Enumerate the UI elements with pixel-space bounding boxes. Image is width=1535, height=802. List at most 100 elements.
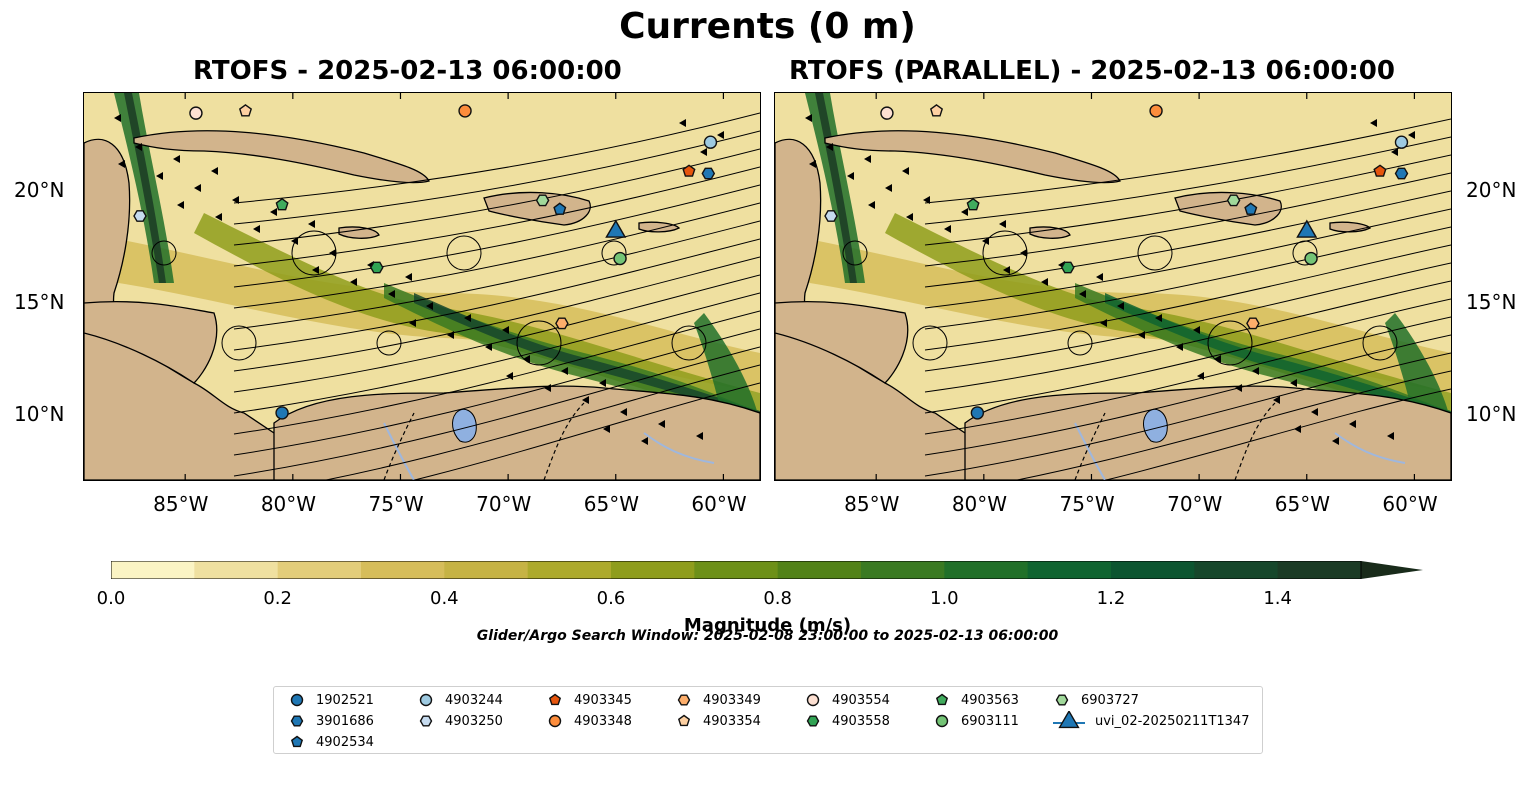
colorbar-segment (1027, 561, 1112, 579)
colorbar-gradient (110, 560, 1423, 580)
platform-marker-4903563 (966, 197, 980, 211)
hexagon-icon (419, 715, 433, 727)
colorbar-segment (111, 561, 195, 579)
lat-tick-label-left: 15°N (14, 290, 65, 315)
colorbar-segment (861, 561, 945, 579)
lat-tick-label-right: 15°N (1466, 290, 1517, 315)
colorbar-tick-label: 0.6 (596, 588, 626, 609)
legend-label: 4902534 (316, 734, 374, 750)
currents-map-rtofs-parallel (775, 93, 1451, 480)
colorbar-segment (777, 561, 862, 579)
legend-item-4903345: 4903345 (544, 690, 632, 710)
circle-icon (419, 693, 433, 707)
platform-marker-3901686 (1394, 167, 1409, 180)
map-panel-rtofs-parallel[interactable] (774, 92, 1452, 481)
platform-marker-4903250 (133, 210, 147, 222)
colorbar-tick-label: 1.2 (1096, 588, 1126, 609)
circle-icon (290, 693, 304, 707)
platform-marker-4903558 (369, 261, 384, 274)
platform-marker-4903349 (1246, 317, 1260, 330)
platform-marker-uvi_02-20250211T1347 (605, 219, 627, 238)
legend-item-4903250: 4903250 (415, 711, 503, 731)
platform-marker-6903727 (1226, 194, 1241, 207)
platform-marker-1902521 (970, 406, 985, 420)
circle-icon (548, 714, 562, 728)
legend-label: 1902521 (316, 692, 374, 708)
platform-marker-uvi_02-20250211T1347 (1296, 219, 1318, 238)
colorbar-tick-label: 0.0 (96, 588, 126, 609)
legend-item-3901686: 3901686 (286, 711, 374, 731)
colorbar-segment (361, 561, 445, 579)
search-window-caption: Glider/Argo Search Window: 2025-02-08 23… (476, 628, 1059, 644)
lon-tick-label: 85°W (844, 492, 900, 516)
platform-marker-4903250 (824, 210, 838, 222)
platform-legend: 1902521 3901686 4902534 4903244 4903250 49033… (273, 686, 1263, 754)
colorbar-segment (277, 561, 362, 579)
colorbar (110, 560, 1423, 580)
platform-marker-6903727 (535, 194, 550, 207)
platform-marker-4903348 (1149, 104, 1163, 118)
legend-label: uvi_02-20250211T1347 (1095, 713, 1250, 729)
legend-item-4903349: 4903349 (673, 690, 761, 710)
lat-tick-label-right: 20°N (1466, 178, 1517, 203)
platform-marker-4903563 (275, 197, 289, 211)
platform-marker-4903348 (458, 104, 472, 118)
legend-label: 4903554 (832, 692, 890, 708)
lon-tick-label: 60°W (1382, 492, 1438, 516)
legend-label: 4903250 (445, 713, 503, 729)
platform-marker-4902534 (553, 202, 567, 215)
platform-marker-4903554 (189, 106, 203, 120)
colorbar-segment (944, 561, 1029, 579)
platform-marker-4903554 (880, 106, 894, 120)
legend-item-4903354: 4903354 (673, 711, 761, 731)
hexagon-icon (290, 715, 304, 727)
lon-tick-label: 75°W (1059, 492, 1115, 516)
map-panel-rtofs[interactable] (83, 92, 761, 481)
colorbar-segment (1277, 561, 1362, 579)
lon-tick-label: 60°W (691, 492, 747, 516)
colorbar-tick-label: 0.4 (430, 588, 459, 609)
legend-item-4903563: 4903563 (931, 690, 1019, 710)
colorbar-tick-label: 0.8 (763, 588, 792, 609)
legend-label: 4903349 (703, 692, 761, 708)
platform-marker-4903354 (238, 104, 253, 117)
lon-tick-label: 65°W (583, 492, 639, 516)
colorbar-extend-arrow (1361, 561, 1423, 579)
legend-label: 6903727 (1081, 692, 1139, 708)
lon-tick-label: 65°W (1274, 492, 1330, 516)
lon-tick-label: 70°W (1167, 492, 1223, 516)
colorbar-tick-label: 0.2 (263, 588, 292, 609)
panel-title-rtofs: RTOFS - 2025-02-13 06:00:00 (193, 56, 622, 86)
pentagon-icon (290, 735, 304, 748)
legend-label: 4903563 (961, 692, 1019, 708)
colorbar-segment (527, 561, 612, 579)
platform-marker-1902521 (275, 406, 289, 420)
legend-label: 4903354 (703, 713, 761, 729)
lon-tick-label: 80°W (260, 492, 317, 516)
platform-marker-4903354 (929, 104, 944, 117)
pentagon-icon (548, 693, 562, 706)
hexagon-icon (806, 715, 820, 727)
legend-label: 4903244 (445, 692, 503, 708)
pentagon-icon (935, 693, 949, 706)
legend-item-6903727: 6903727 (1051, 690, 1139, 710)
legend-item-1902521: 1902521 (286, 690, 374, 710)
colorbar-tick-label: 1.0 (930, 588, 959, 609)
lon-tick-label: 70°W (476, 492, 532, 516)
platform-marker-4903558 (1060, 261, 1075, 274)
legend-label: 4903558 (832, 713, 890, 729)
lon-tick-label: 85°W (153, 492, 209, 516)
lat-tick-label-left: 20°N (14, 178, 65, 203)
pentagon-icon (677, 714, 691, 727)
legend-label: 4903345 (574, 692, 632, 708)
lat-tick-label-right: 10°N (1466, 402, 1517, 427)
colorbar-segment (611, 561, 695, 579)
legend-item-uvi_02-20250211T1347: uvi_02-20250211T1347 (1051, 711, 1249, 731)
platform-marker-6903111 (1304, 251, 1318, 266)
colorbar-segment (694, 561, 779, 579)
platform-marker-4903349 (555, 317, 569, 330)
colorbar-segment (444, 561, 529, 579)
legend-item-6903111: 6903111 (931, 711, 1019, 731)
legend-item-4903554: 4903554 (802, 690, 890, 710)
platform-marker-6903111 (613, 251, 627, 266)
